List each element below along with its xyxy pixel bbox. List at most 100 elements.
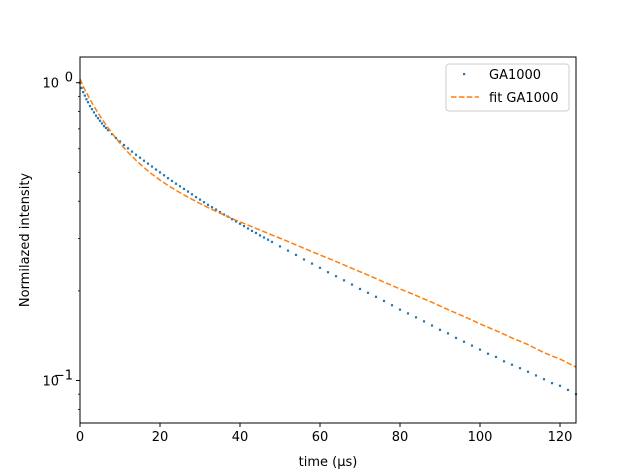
y-tick-label: 10 — [42, 77, 59, 92]
series-0-point — [310, 262, 314, 265]
series-0-point — [178, 185, 182, 188]
series-0-point — [494, 355, 498, 359]
y-tick-label-exponent: 0 — [65, 71, 73, 86]
series-0-point — [246, 227, 250, 230]
series-0-point — [118, 140, 122, 143]
series-0-point — [126, 147, 130, 150]
series-0-point — [302, 258, 306, 261]
x-tick-label: 20 — [152, 430, 169, 445]
series-0-point — [218, 210, 222, 214]
series-0-point — [142, 159, 146, 162]
series-0-point — [170, 179, 174, 183]
series-0-point — [202, 201, 206, 204]
series-0-point — [82, 91, 85, 94]
legend-label-series-1: fit GA1000 — [489, 91, 558, 106]
series-0-point — [294, 253, 298, 257]
legend-label-series-0: GA1000 — [489, 68, 541, 83]
series-0-point — [130, 150, 134, 153]
series-layer — [78, 78, 578, 396]
series-0-point — [158, 171, 162, 174]
series-0-point — [92, 111, 96, 114]
series-0-point — [222, 213, 226, 216]
y-axis-label: Normilazed intensity — [18, 173, 33, 308]
x-tick-label: 40 — [232, 430, 249, 445]
series-0-point — [550, 382, 554, 385]
series-0-point — [422, 320, 426, 323]
series-0-point — [134, 153, 138, 156]
series-0-point — [206, 203, 210, 206]
series-0-point — [566, 388, 570, 391]
series-0-point — [462, 340, 466, 343]
series-0-point — [98, 119, 102, 122]
x-axis-label: time (μs) — [299, 455, 358, 470]
series-0-point — [286, 249, 290, 252]
series-0-point — [270, 240, 274, 244]
y-tick-label: 10 — [42, 375, 59, 390]
series-0-point — [86, 101, 90, 104]
x-tick-label: 100 — [468, 430, 493, 445]
series-0-point — [526, 370, 530, 373]
x-tick-label: 80 — [392, 430, 409, 445]
series-0-point — [146, 162, 150, 165]
series-0-point — [502, 360, 506, 363]
y-tick-label-exponent: −1 — [54, 369, 73, 384]
x-axis-ticks: 0 20 40 60 80 100 120 — [76, 423, 573, 445]
series-0-point — [542, 378, 546, 381]
series-0-point — [96, 117, 100, 120]
series-0-point — [238, 222, 242, 225]
series-0-point — [154, 168, 158, 171]
series-0-point — [406, 312, 410, 315]
series-0-point — [318, 266, 322, 269]
legend: GA1000 fit GA1000 — [445, 63, 570, 112]
series-0-point — [106, 129, 110, 132]
series-0-point — [182, 187, 186, 190]
series-1-line — [79, 78, 577, 368]
series-0-point — [90, 108, 94, 111]
series-0-point — [104, 126, 108, 130]
series-0-point — [266, 238, 270, 241]
series-0-point — [114, 136, 118, 140]
series-0-point — [254, 231, 258, 235]
series-0-point — [382, 299, 386, 303]
axes-frame — [79, 56, 577, 424]
x-tick-label: 120 — [548, 430, 573, 445]
series-0-point — [80, 86, 83, 90]
series-0-point — [278, 245, 282, 248]
series-0-point — [100, 122, 104, 125]
series-0-point — [398, 308, 402, 311]
series-0-point — [102, 125, 106, 128]
series-0-point — [210, 206, 214, 209]
series-0-point — [430, 324, 434, 327]
series-0-point — [358, 287, 362, 291]
series-0-point — [390, 304, 394, 307]
series-0-point — [366, 291, 370, 294]
series-0-point — [350, 283, 354, 286]
series-0-point — [83, 94, 86, 97]
series-0-point — [374, 295, 378, 298]
series-0-point — [174, 182, 178, 185]
series-0-point — [198, 198, 202, 201]
series-0-point — [122, 143, 126, 147]
series-0-point — [88, 104, 92, 108]
series-0-point — [334, 275, 338, 278]
series-0-point — [414, 316, 418, 319]
series-0-point — [258, 234, 262, 237]
legend-box — [445, 63, 570, 112]
series-0-point — [262, 236, 266, 239]
series-0-point — [214, 208, 218, 211]
series-0-point — [454, 336, 458, 340]
series-0-point — [242, 225, 246, 228]
x-tick-label: 60 — [312, 430, 329, 445]
series-0-point — [438, 328, 442, 331]
legend-marker-points — [463, 73, 466, 76]
series-0-point — [470, 344, 474, 347]
series-0-point — [190, 193, 194, 196]
series-0-point — [162, 174, 166, 177]
series-0-point — [486, 352, 490, 355]
series-0-point — [534, 374, 538, 377]
y-axis-ticks: 10 010−1 — [42, 71, 80, 410]
series-0-point — [230, 218, 234, 221]
series-0-point — [85, 98, 88, 101]
series-0-point — [138, 156, 142, 159]
